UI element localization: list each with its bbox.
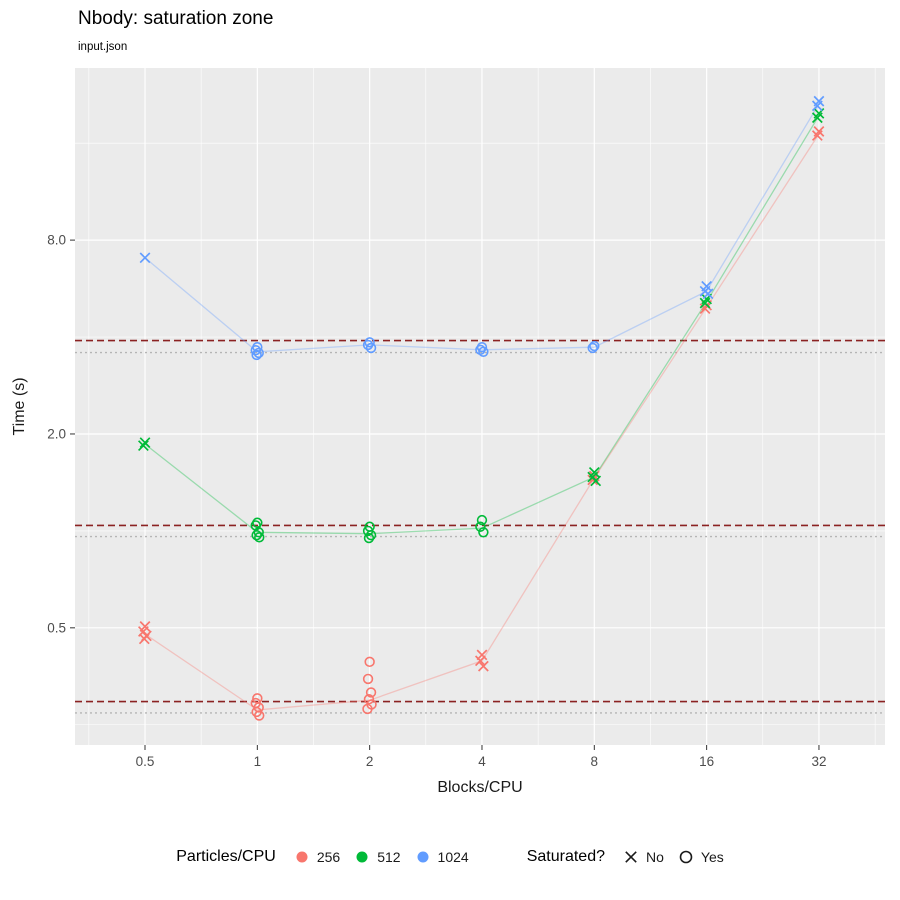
x-shape-icon — [625, 851, 637, 863]
data-point-x-512 — [590, 475, 602, 487]
data-point-circle-1024 — [365, 342, 377, 354]
legend-item-label: Yes — [700, 849, 724, 865]
data-point-circle-512 — [254, 532, 265, 543]
legend-dot — [296, 851, 308, 863]
chart-subtitle: input.json — [78, 41, 128, 53]
plot-panel — [75, 68, 885, 745]
data-point-x-512 — [138, 440, 149, 452]
data-point-circle-512 — [475, 521, 486, 532]
data-point-x-1024 — [811, 100, 823, 112]
data-point-x-512 — [811, 112, 823, 124]
legend-dot — [417, 851, 429, 863]
data-point-x-1024 — [139, 252, 151, 264]
x-tick-label: 2 — [366, 754, 374, 769]
legend-color-group: Particles/CPU 256 512 1024 — [176, 847, 468, 867]
data-point-x-256 — [138, 633, 150, 645]
chart-title: Nbody: saturation zone — [78, 8, 274, 29]
legend-shape-group: Saturated? No Yes — [527, 847, 724, 867]
data-point-circle-256 — [363, 694, 375, 705]
data-point-circle-1024 — [251, 349, 262, 361]
data-point-circle-256 — [365, 687, 377, 698]
data-point-circle-1024 — [362, 339, 374, 351]
data-point-circle-256 — [362, 673, 374, 685]
legend-dot-icon — [296, 851, 308, 863]
legend-item-label: No — [645, 849, 664, 865]
data-point-x-512 — [699, 297, 711, 309]
legend-shape-title: Saturated? — [526, 848, 605, 865]
x-axis-title: Blocks/CPU — [437, 779, 522, 796]
legend-item-label: 256 — [316, 849, 341, 865]
data-point-x-256 — [474, 655, 486, 667]
data-point-x-512 — [139, 437, 151, 449]
data-point-circle-1024 — [587, 342, 598, 354]
legend-item-256: 256 — [292, 847, 340, 867]
legend-item-1024: 1024 — [413, 847, 469, 867]
legend-item-yes: Yes — [676, 847, 724, 867]
data-point-circle-512 — [251, 529, 262, 541]
x-tick-label: 0.5 — [136, 754, 155, 769]
data-point-x-256 — [811, 130, 823, 141]
legend-dot — [356, 851, 368, 863]
legend-dot-icon — [356, 851, 368, 863]
legend: Particles/CPU 256 512 1024 Satu — [0, 836, 900, 878]
data-point-circle-512 — [476, 514, 488, 526]
legend-color-title: Particles/CPU — [176, 848, 276, 865]
circle-shape-icon — [679, 850, 693, 864]
y-tick-label: 2.0 — [47, 426, 66, 441]
x-tick-label: 8 — [591, 754, 599, 769]
legend-dot-icon — [417, 851, 429, 863]
x-tick-label: 1 — [254, 754, 262, 769]
y-axis-title: Time (s) — [11, 377, 28, 435]
data-point-circle-256 — [364, 656, 375, 668]
legend-item-no: No — [621, 847, 664, 867]
legend-item-label: 512 — [377, 849, 401, 865]
data-point-circle-256 — [254, 710, 265, 721]
legend-item-label: 1024 — [437, 849, 469, 865]
legend-item-512: 512 — [352, 847, 401, 867]
x-tick-label: 32 — [811, 754, 826, 769]
y-tick-label: 0.5 — [47, 620, 66, 635]
data-point-circle-1024 — [478, 346, 489, 357]
data-point-circle-1024 — [364, 337, 375, 348]
data-point-circle-512 — [478, 527, 489, 538]
data-point-circle-512 — [365, 529, 377, 541]
data-point-x-256 — [477, 660, 489, 672]
data-point-circle-1024 — [253, 347, 264, 359]
data-point-circle-256 — [362, 703, 373, 715]
data-point-circle-1024 — [589, 340, 600, 352]
plot-area: 0.5 1 2 4 8 16 32 0.5 2.0 8.0 Blocks/CPU Time (s) — [11, 68, 885, 796]
data-point-x-1024 — [702, 288, 714, 300]
y-tick-label: 8.0 — [47, 233, 66, 248]
data-point-circle-512 — [253, 527, 264, 538]
data-point-circle-1024 — [250, 345, 261, 356]
data-point-circle-512 — [363, 532, 375, 544]
x-tick-label: 16 — [699, 754, 714, 769]
x-tick-label: 4 — [478, 754, 486, 769]
